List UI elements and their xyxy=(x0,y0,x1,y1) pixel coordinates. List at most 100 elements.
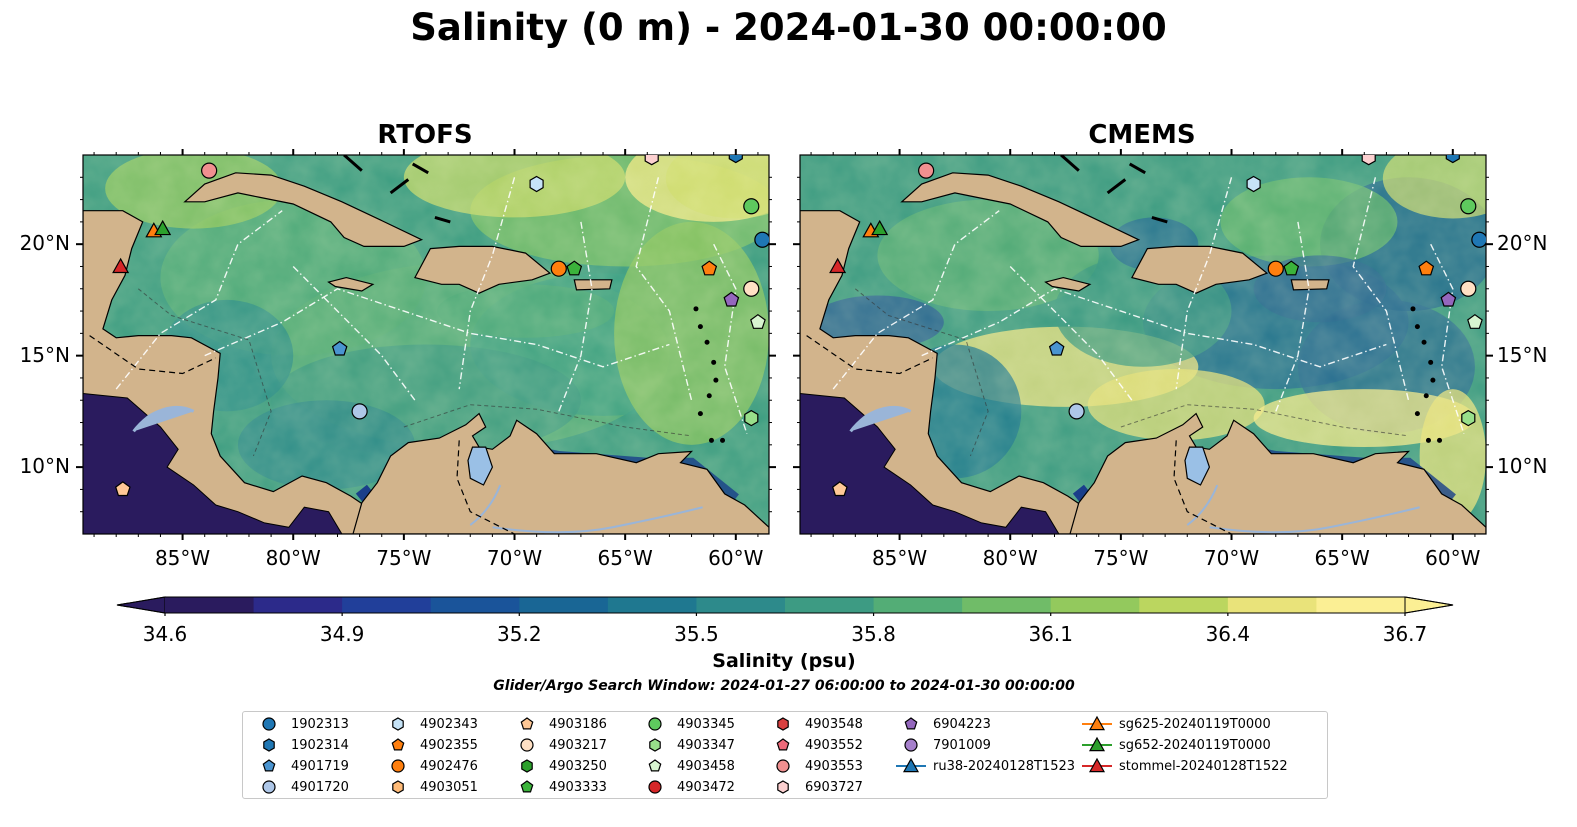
legend-entry: 4901719 xyxy=(253,756,349,776)
legend-entry: 4902343 xyxy=(382,714,478,734)
legend-entry: 7901009 xyxy=(895,735,991,755)
legend-marker-icon xyxy=(776,759,790,773)
lon-tick-label: 75°W xyxy=(1093,546,1149,570)
legend: 1902313 1902314 4901719 4901720 4902343 49023… xyxy=(242,711,1328,799)
legend-entry: 4901720 xyxy=(253,777,349,797)
legend-marker-icon xyxy=(262,759,276,772)
colorbar-segment xyxy=(696,597,786,613)
legend-marker-icon xyxy=(649,738,661,752)
legend-marker-icon xyxy=(1082,757,1112,773)
colorbar-tick-label: 36.7 xyxy=(1382,622,1428,646)
legend-marker-icon xyxy=(904,738,918,752)
float-marker-4901720 xyxy=(351,403,368,420)
legend-marker-icon xyxy=(648,717,662,731)
legend-label: 1902314 xyxy=(291,737,349,753)
lon-tick-label: 65°W xyxy=(1314,546,1370,570)
colorbar-segment xyxy=(785,597,875,613)
colorbar-segment xyxy=(607,597,698,613)
colorbar-tick-label: 35.2 xyxy=(497,622,542,646)
lat-tick-label-left: 10°N xyxy=(19,454,70,479)
legend-label: 4902355 xyxy=(420,737,478,753)
lat-tick-label-left: 15°N xyxy=(19,342,70,367)
float-marker-stommel-20240128T1522 xyxy=(112,257,130,274)
float-marker-4903333 xyxy=(1283,260,1300,276)
map-cmems xyxy=(793,149,1493,540)
legend-marker-icon xyxy=(896,757,926,773)
legend-label: 4903472 xyxy=(677,779,735,795)
float-marker-4903347 xyxy=(744,409,759,427)
panel-title-cmems: CMEMS xyxy=(1088,120,1196,150)
float-marker-1902314 xyxy=(728,155,743,164)
lon-tick-label: 70°W xyxy=(1203,546,1260,570)
float-marker-4903347 xyxy=(1461,409,1476,427)
legend-entry: 4902476 xyxy=(382,756,478,776)
legend-marker-icon xyxy=(391,738,405,751)
legend-label: 4903552 xyxy=(805,737,863,753)
lat-tick-label-right: 15°N xyxy=(1497,342,1548,367)
lon-tick-label: 75°W xyxy=(376,546,432,570)
lon-tick-label: 80°W xyxy=(982,546,1038,570)
legend-label: 4901720 xyxy=(291,779,349,795)
map-rtofs xyxy=(76,149,776,540)
lon-tick-label: 65°W xyxy=(597,546,653,570)
colorbar-tick-label: 36.1 xyxy=(1028,622,1073,646)
legend-label: 4903250 xyxy=(549,758,607,774)
legend-label: 4903347 xyxy=(677,737,735,753)
float-marker-6904223 xyxy=(723,291,740,307)
legend-label: sg652-20240119T0000 xyxy=(1119,737,1271,753)
lon-tick-label: 70°W xyxy=(486,546,543,570)
figure-title: Salinity (0 m) - 2024-01-30 00:00:00 xyxy=(410,6,1167,49)
float-marker-4903553 xyxy=(201,162,218,179)
legend-label: 4903217 xyxy=(549,737,607,753)
legend-marker-icon xyxy=(262,780,276,794)
legend-marker-icon xyxy=(648,759,662,772)
legend-entry: ru38-20240128T1523 xyxy=(895,756,1075,776)
legend-entry: 6903727 xyxy=(767,777,863,797)
legend-label: ru38-20240128T1523 xyxy=(933,758,1076,774)
float-marker-4901720 xyxy=(1068,403,1085,420)
colorbar-segment xyxy=(1139,597,1229,613)
legend-entry: 4903345 xyxy=(639,714,735,734)
legend-entry: 4903186 xyxy=(511,714,607,734)
legend-label: 6903727 xyxy=(805,779,863,795)
legend-marker-icon xyxy=(777,717,789,731)
legend-label: sg625-20240119T0000 xyxy=(1119,716,1271,732)
legend-label: 4902343 xyxy=(420,716,478,732)
legend-label: 1902313 xyxy=(291,716,349,732)
legend-label: 4903548 xyxy=(805,716,863,732)
legend-entry: 4903250 xyxy=(511,756,607,776)
float-marker-4903333 xyxy=(566,260,583,276)
map-panels xyxy=(76,149,1493,540)
colorbar-tick-label: 34.9 xyxy=(319,622,365,646)
legend-marker-icon xyxy=(520,717,534,730)
float-marker-4902476 xyxy=(1267,260,1284,277)
legend-label: 4903553 xyxy=(805,758,863,774)
colorbar-tick-label: 35.5 xyxy=(674,622,719,646)
legend-entry: sg652-20240119T0000 xyxy=(1081,735,1271,755)
legend-marker-icon xyxy=(262,717,276,731)
legend-marker-icon xyxy=(263,738,275,752)
colorbar-label: Salinity (psu) xyxy=(712,650,856,672)
lat-tick-label-right: 10°N xyxy=(1497,454,1548,479)
colorbar-extend-max xyxy=(1404,596,1454,614)
colorbar-segment xyxy=(430,597,520,613)
float-marker-1902314 xyxy=(1445,155,1460,164)
legend-label: 4902476 xyxy=(420,758,478,774)
float-marker-4902343 xyxy=(529,175,544,193)
legend-entry: 4903347 xyxy=(639,735,735,755)
colorbar-segment xyxy=(253,597,343,613)
legend-marker-icon xyxy=(391,759,405,773)
legend-marker-icon xyxy=(776,738,790,751)
lon-tick-label: 80°W xyxy=(265,546,321,570)
float-marker-4903186 xyxy=(831,481,848,497)
float-marker-4903553 xyxy=(918,162,935,179)
legend-marker-icon xyxy=(520,780,534,793)
colorbar-segment xyxy=(1050,597,1140,613)
legend-entry: 4903051 xyxy=(382,777,478,797)
search-window-text: Glider/Argo Search Window: 2024-01-27 06… xyxy=(493,678,1075,694)
legend-entry: 4903472 xyxy=(639,777,735,797)
legend-entry: stommel-20240128T1522 xyxy=(1081,756,1288,776)
legend-marker-icon xyxy=(521,759,533,773)
legend-marker-icon xyxy=(904,717,918,730)
colorbar-tick-label: 35.8 xyxy=(851,622,896,646)
